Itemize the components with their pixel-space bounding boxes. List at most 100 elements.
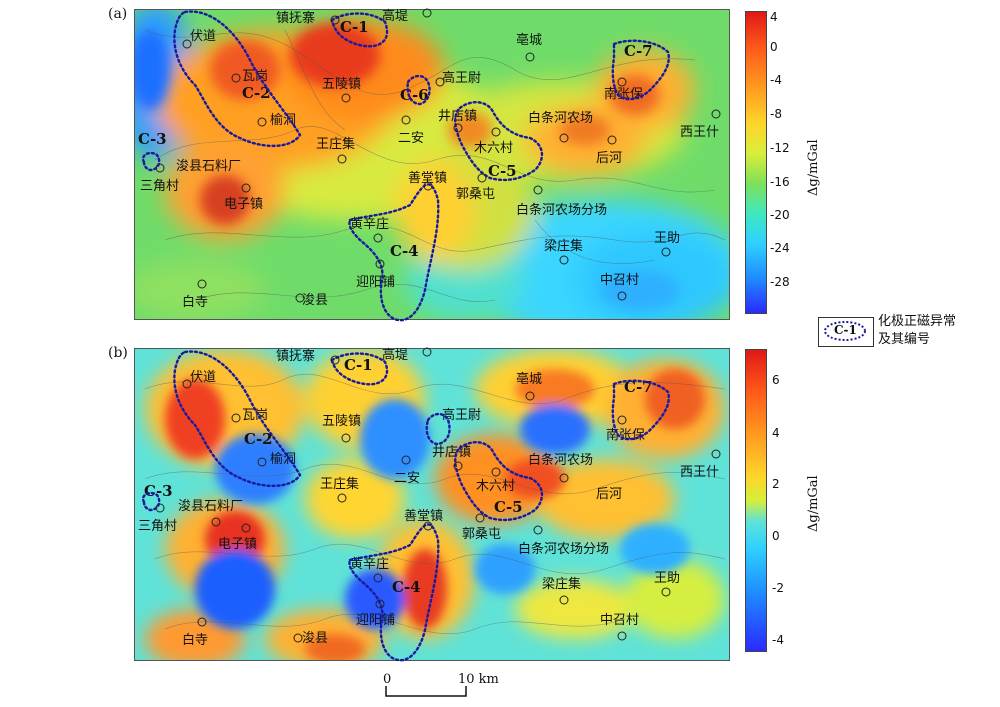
place-label: 三角村 [138, 519, 178, 534]
anomaly-label: C-1 [344, 356, 373, 374]
colorbar-b [745, 349, 767, 652]
anomaly-label: C-7 [624, 378, 653, 396]
colorbar-b-tick: 0 [772, 529, 780, 543]
place-label: 浚县石料厂 [176, 159, 242, 174]
anomaly-label: C-4 [390, 242, 419, 260]
place-label: 木六村 [476, 479, 516, 494]
place-label: 伏道 [190, 29, 217, 44]
anomaly-label: C-2 [242, 84, 271, 102]
place-label: 迎阳铺 [356, 275, 396, 290]
bouguer-anomaly-map [135, 10, 729, 319]
place-label: 高王尉 [442, 408, 482, 423]
place-label: 黄辛庄 [350, 217, 390, 232]
anomaly-label: C-4 [392, 578, 421, 596]
place-label: 三角村 [140, 179, 180, 194]
place-label: 井店镇 [438, 109, 478, 124]
anomaly-outline-c1 [330, 12, 389, 48]
colorbar-a-tick: 4 [770, 10, 778, 24]
anomaly-outline-c7 [611, 39, 670, 101]
place-label: 善堂镇 [404, 509, 444, 524]
place-label: 后河 [596, 487, 623, 502]
place-label: 浚县 [302, 293, 329, 308]
colorbar-b-tick: -4 [772, 633, 784, 647]
colorbar-b-unit: Δg/mGal [806, 475, 821, 532]
panel-b-label: (b) [108, 345, 128, 361]
colorbar-a-tick: -20 [770, 208, 790, 222]
place-label: 白条河农场分场 [516, 203, 608, 218]
place-label: 王庄集 [320, 477, 360, 492]
scale-bar [385, 686, 467, 697]
place-label: 后河 [596, 151, 623, 166]
place-label: 浚县 [302, 631, 329, 646]
colorbar-a-tick: -4 [770, 73, 782, 87]
place-label: 梁庄集 [542, 577, 582, 592]
legend-text-2: 及其编号 [878, 332, 931, 347]
colorbar-a-tick: 0 [770, 40, 778, 54]
place-label: 白寺 [182, 633, 209, 648]
place-label: 王助 [654, 231, 681, 246]
place-label: 西王什 [680, 125, 720, 140]
colorbar-a-tick: -24 [770, 241, 790, 255]
place-label: 镇抚寨 [276, 11, 316, 26]
place-label: 白条河农场 [528, 453, 594, 468]
anomaly-label: C-3 [144, 482, 173, 500]
place-label: 梁庄集 [544, 239, 584, 254]
place-label: 西王什 [680, 465, 720, 480]
place-label: 亳城 [516, 33, 543, 48]
place-label: 王庄集 [316, 137, 356, 152]
place-label: 黄辛庄 [350, 557, 390, 572]
place-label: 浚县石料厂 [178, 499, 244, 514]
place-label: 中召村 [600, 613, 640, 628]
place-label: 电子镇 [224, 197, 264, 212]
place-label: 高堤 [382, 9, 409, 24]
place-label: 高堤 [382, 348, 409, 363]
place-label: 五陵镇 [322, 414, 362, 429]
place-label: 中召村 [600, 273, 640, 288]
place-label: 瓦岗 [242, 408, 269, 423]
colorbar-b-tick: -2 [772, 581, 784, 595]
colorbar-a-tick: -8 [770, 107, 782, 121]
colorbar-a-tick: -12 [770, 141, 790, 155]
place-label: 榆洞 [270, 452, 297, 467]
place-label: 善堂镇 [408, 171, 448, 186]
place-label: 电子镇 [218, 537, 258, 552]
colorbar-a-tick: -16 [770, 175, 790, 189]
legend-text-1: 化极正磁异常 [878, 314, 957, 329]
colorbar-b-tick: 6 [772, 373, 780, 387]
place-label: 白寺 [182, 295, 209, 310]
anomaly-outline-c6 [406, 74, 431, 106]
place-label: 二安 [394, 471, 421, 486]
anomaly-label: C-1 [340, 18, 369, 36]
anomaly-label: C-5 [494, 498, 523, 516]
panel-a-label: (a) [108, 6, 128, 22]
place-label: 高王尉 [442, 71, 482, 86]
place-label: 王助 [654, 571, 681, 586]
map-panel-a [134, 9, 730, 320]
place-label: 亳城 [516, 372, 543, 387]
colorbar-b-tick: 4 [772, 426, 780, 440]
place-label: 井店镇 [432, 445, 472, 460]
place-label: 迎阳铺 [356, 613, 396, 628]
place-label: 白条河农场分场 [518, 542, 610, 557]
place-label: 郭桑屯 [456, 187, 496, 202]
anomaly-label: C-2 [244, 430, 273, 448]
anomaly-outline-c5 [454, 101, 544, 182]
legend-symbol [824, 321, 866, 341]
anomaly-outline-c4 [348, 183, 440, 322]
scale-end: 10 km [458, 672, 499, 687]
place-label: 木六村 [474, 141, 514, 156]
place-label: 五陵镇 [322, 77, 362, 92]
anomaly-label: C-7 [624, 42, 653, 60]
anomaly-label: C-3 [138, 130, 167, 148]
scale-start: 0 [383, 672, 392, 687]
place-label: 郭桑屯 [462, 527, 502, 542]
place-label: 伏道 [190, 370, 217, 385]
legend-symbol-label: C-1 [834, 323, 857, 337]
anomaly-outline-c3 [141, 151, 161, 172]
anomaly-label: C-5 [488, 162, 517, 180]
colorbar-a-tick: -28 [770, 275, 790, 289]
colorbar-a [745, 11, 767, 314]
place-label: 二安 [398, 131, 425, 146]
anomaly-outline-c2 [173, 10, 302, 148]
place-label: 镇抚寨 [276, 349, 316, 364]
